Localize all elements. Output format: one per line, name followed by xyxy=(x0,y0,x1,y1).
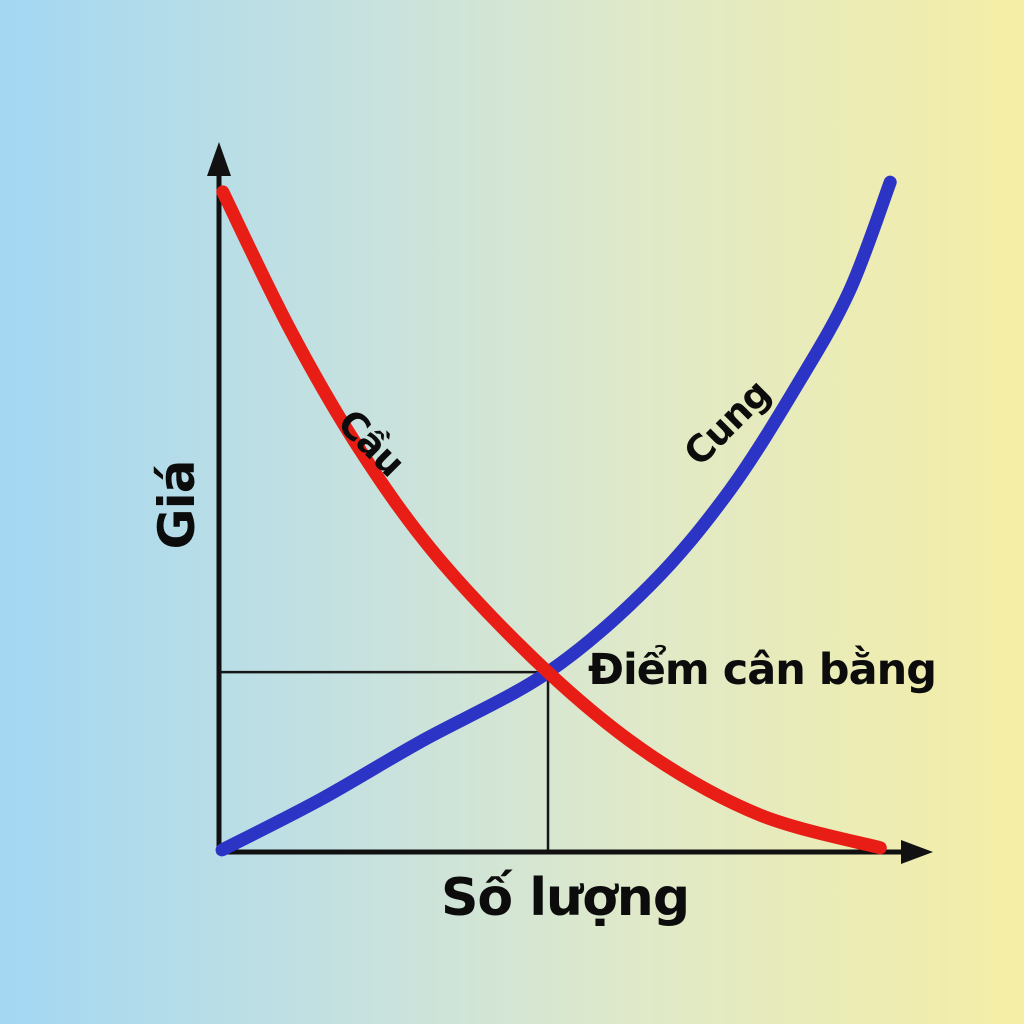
x-axis-arrow-icon xyxy=(901,840,933,864)
demand-curve xyxy=(216,185,887,855)
x-axis-label: Số lượng xyxy=(440,868,690,928)
y-axis-arrow-icon xyxy=(207,142,231,176)
y-axis-label: Giá xyxy=(148,460,206,550)
equilibrium-label: Điểm cân bằng xyxy=(588,645,937,695)
supply-curve xyxy=(215,175,897,857)
